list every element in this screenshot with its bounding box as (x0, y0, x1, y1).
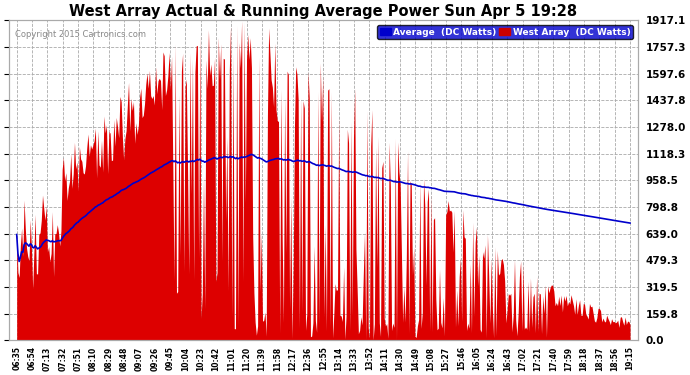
Legend: Average  (DC Watts), West Array  (DC Watts): Average (DC Watts), West Array (DC Watts… (377, 25, 633, 39)
Title: West Array Actual & Running Average Power Sun Apr 5 19:28: West Array Actual & Running Average Powe… (69, 4, 578, 19)
Text: Copyright 2015 Cartronics.com: Copyright 2015 Cartronics.com (15, 30, 146, 39)
